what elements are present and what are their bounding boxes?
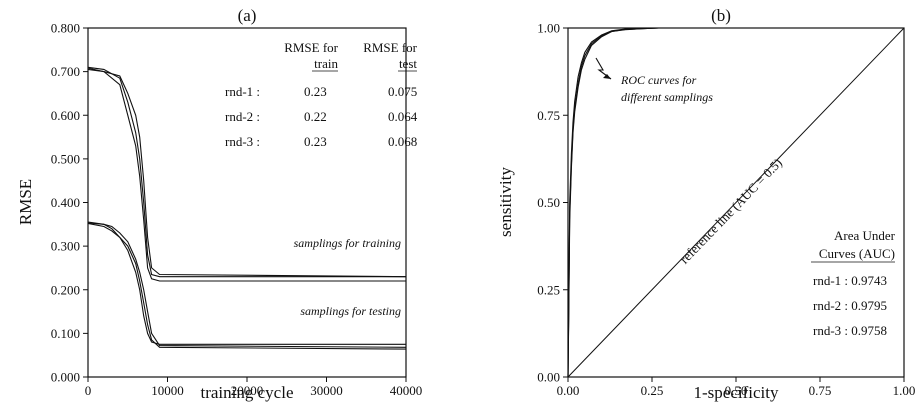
series-line-3 — [87, 68, 407, 278]
y-tick-label: 0.500 — [51, 151, 80, 166]
x-tick-label: 1.00 — [893, 383, 916, 398]
y-tick-label: 0.000 — [51, 370, 80, 385]
y-tick-label: 0.300 — [51, 239, 80, 254]
roc-annotation-line2: different samplings — [621, 90, 713, 104]
panel-b-y-axis-title: sensitivity — [496, 167, 515, 237]
panel-a-frame — [87, 27, 407, 378]
y-tick-label: 0.100 — [51, 326, 80, 341]
rmse-row-test: 0.064 — [388, 109, 418, 124]
panel-b-series — [567, 27, 904, 378]
auc-table: Area Under Curves (AUC) rnd-1 : 0.9743 r… — [811, 228, 896, 338]
panel-b-x-ticks: 0.00 0.25 0.50 0.75 1.00 — [557, 377, 916, 398]
x-tick-label: 0.75 — [809, 383, 832, 398]
x-tick-label: 40000 — [390, 383, 423, 398]
rmse-row-train: 0.22 — [304, 109, 327, 124]
y-tick-label: 0.600 — [51, 108, 80, 123]
auc-title-2: Curves (AUC) — [819, 246, 895, 261]
x-tick-label: 0.50 — [725, 383, 748, 398]
y-tick-label: 0.00 — [537, 370, 560, 385]
rmse-test-header-1: RMSE for — [363, 40, 417, 55]
series-line-1 — [87, 66, 406, 278]
auc-row: rnd-3 : 0.9758 — [813, 323, 887, 338]
x-tick-label: 0.00 — [557, 383, 580, 398]
y-tick-label: 0.200 — [51, 282, 80, 297]
roc-pointer-arrow — [595, 57, 612, 80]
y-tick-label: 0.75 — [537, 108, 560, 123]
rmse-row-label: rnd-1 : — [225, 84, 260, 99]
auc-row: rnd-2 : 0.9795 — [813, 298, 887, 313]
rmse-test-header-2: test — [399, 56, 417, 71]
rmse-train-header-1: RMSE for — [284, 40, 338, 55]
series-line-5 — [87, 222, 407, 350]
y-tick-label: 1.00 — [537, 21, 560, 36]
reference-line-label: reference line (AUC = 0.5) — [677, 155, 785, 267]
series-line-2 — [87, 67, 406, 282]
auc-title-1: Area Under — [834, 228, 896, 243]
rmse-train-header-2: train — [314, 56, 338, 71]
panel-b-reference — [567, 27, 905, 378]
x-tick-label: 20000 — [231, 383, 264, 398]
x-tick-label: 0 — [85, 383, 92, 398]
roc-pointer-arrowhead — [603, 74, 611, 79]
series-line-6 — [87, 222, 407, 348]
series-line-4 — [87, 221, 406, 345]
panel-a-y-axis-title: RMSE — [16, 179, 35, 225]
rmse-row-train: 0.23 — [304, 84, 327, 99]
y-tick-label: 0.50 — [537, 195, 560, 210]
training-annotation: samplings for training — [294, 236, 401, 250]
x-tick-label: 0.25 — [641, 383, 664, 398]
panel-a-series — [87, 66, 407, 350]
rmse-row-train: 0.23 — [304, 134, 327, 149]
rmse-row-test: 0.075 — [388, 84, 417, 99]
rmse-row-label: rnd-2 : — [225, 109, 260, 124]
y-tick-label: 0.800 — [51, 21, 80, 36]
testing-annotation: samplings for testing — [300, 304, 401, 318]
panel-b: (b) 0.00 0.25 0.50 0.75 1.00 0.00 0.25 0.50 0.7… — [496, 6, 915, 402]
roc-annotation-line1: ROC curves for — [620, 73, 697, 87]
rmse-row-label: rnd-3 : — [225, 134, 260, 149]
rmse-table: RMSE for train RMSE for test rnd-1 : 0.2… — [225, 40, 418, 149]
rmse-row-test: 0.068 — [388, 134, 417, 149]
panel-b-x-axis-title: 1-specificity — [694, 383, 779, 402]
panel-a-x-axis-title-visible: training cycle — [201, 383, 294, 402]
panel-a-x-ticks: 0 10000 20000 30000 40000 — [85, 377, 423, 398]
y-tick-label: 0.700 — [51, 64, 80, 79]
auc-row: rnd-1 : 0.9743 — [813, 273, 887, 288]
panel-b-y-ticks: 0.00 0.25 0.50 0.75 1.00 — [537, 21, 568, 385]
x-tick-label: 10000 — [151, 383, 184, 398]
x-tick-label: 30000 — [310, 383, 343, 398]
panel-a: (a) 0.0000.1000.2000.3000.4000.5000.6000… — [16, 6, 422, 402]
y-tick-label: 0.400 — [51, 195, 80, 210]
y-tick-label: 0.25 — [537, 282, 560, 297]
panel-b-label: (b) — [711, 6, 731, 25]
reference-line — [567, 27, 905, 378]
panel-a-y-ticks: 0.000 0.100 0.200 0.300 0.400 0.500 0.600 0.700… — [51, 21, 88, 385]
series-line-3 — [567, 27, 904, 378]
panel-a-label: (a) — [238, 6, 257, 25]
